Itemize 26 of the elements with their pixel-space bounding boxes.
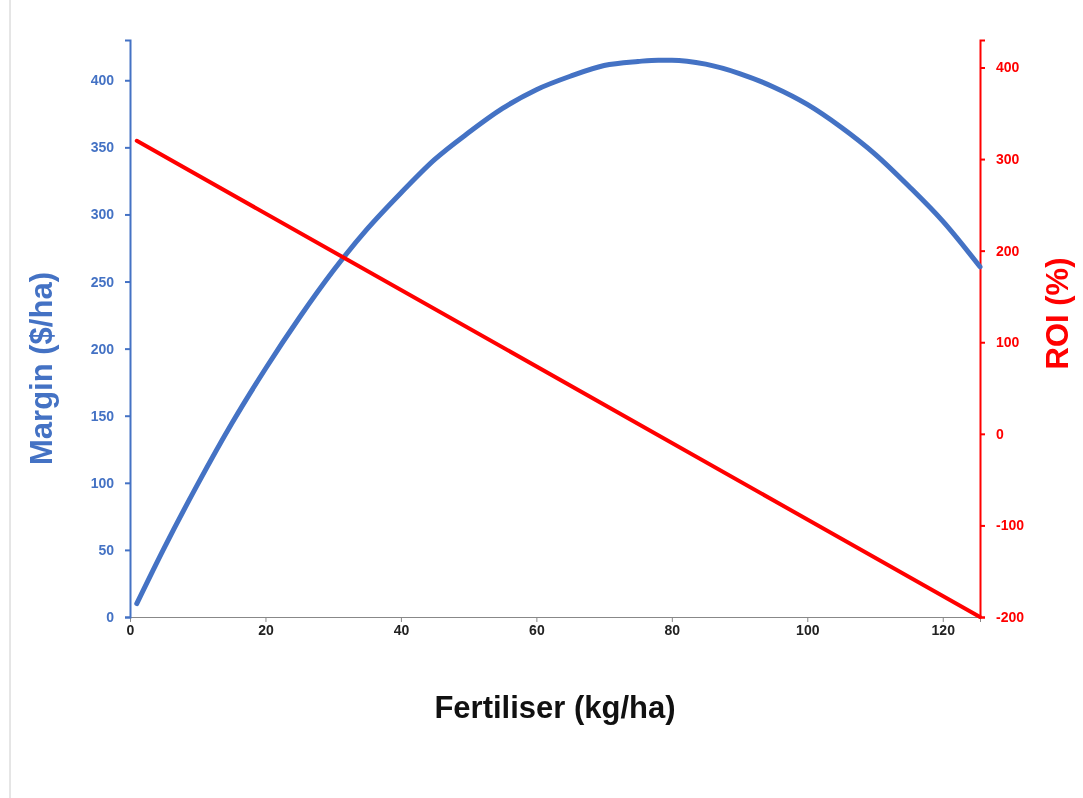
x-tick-label: 80 (664, 621, 681, 638)
x-tick-label: 60 (529, 621, 545, 638)
y2-tick-label: 0 (996, 425, 1004, 442)
y-tick-label: 300 (90, 206, 115, 223)
x-tick-label: 120 (931, 621, 956, 638)
y2-tick-label: -200 (996, 608, 1025, 625)
y2-tick-label: 400 (996, 59, 1020, 76)
x-tick-label: 40 (393, 621, 410, 638)
y-tick-label: 0 (106, 608, 115, 625)
x-tick-label: 100 (796, 621, 820, 638)
y-tick-label: 100 (90, 474, 115, 491)
y-tick-label: 250 (90, 273, 115, 290)
y2-tick-label: 100 (996, 334, 1020, 351)
y2-tick-label: 300 (996, 151, 1020, 168)
y-tick-label: 400 (90, 72, 115, 89)
y-tick-label: 200 (90, 340, 115, 357)
y-tick-label: 50 (98, 541, 115, 558)
x-tick-label: 20 (258, 621, 274, 638)
y2-axis-title: ROI (%) (1040, 257, 1075, 370)
y2-tick-label: -100 (996, 517, 1025, 534)
y-tick-label: 350 (90, 139, 115, 156)
x-tick-label: 0 (126, 621, 135, 638)
y-axis-title: Margin ($/ha) (24, 272, 59, 465)
y2-tick-label: 200 (996, 242, 1020, 259)
y-tick-label: 150 (90, 407, 115, 424)
x-axis-title: Fertiliser (kg/ha) (434, 690, 676, 725)
